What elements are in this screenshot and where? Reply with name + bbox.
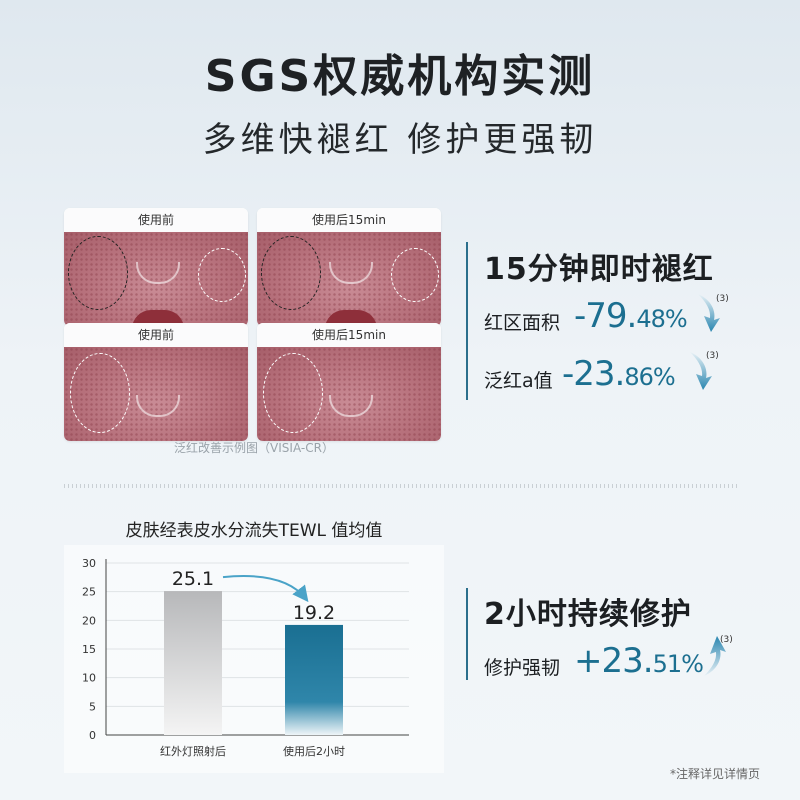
y-tick-label: 10 [82,672,96,685]
bar-infrared [164,591,222,735]
face-image [64,347,248,441]
page-title: SGS权威机构实测 [204,51,596,102]
face-image [64,232,248,326]
face-image [257,232,441,326]
decrease-arrow-icon [222,575,309,603]
y-tick-label: 30 [82,557,96,570]
footnote-mark: (3) [706,351,719,361]
x-tick-label: 红外灯照射后 [160,744,226,758]
black-dashed-circle [261,236,321,310]
stat-value: -23.86% [562,354,676,394]
data-label: 19.2 [293,602,335,624]
white-dashed-circle [391,248,439,302]
white-dashed-circle [263,353,323,433]
white-dashed-circle [198,248,246,302]
data-label: 25.1 [172,568,214,590]
y-tick-label: 25 [82,586,96,599]
photo-after-1: 使用后15min [257,208,441,326]
photo-caption: 使用后15min [257,208,441,232]
bar-after-2h [285,624,343,735]
stat-label: 泛红a值 [484,370,553,392]
section-heading-instant: 15分钟即时褪红 [484,252,714,287]
black-dashed-circle [68,236,128,310]
photo-caption-note: 泛红改善示例图（VISIA-CR） [174,441,334,455]
stat-label: 红区面积 [484,312,561,334]
white-dashed-circle [70,353,130,433]
section-bar [466,588,468,680]
footnote: *注释详见详情页 [669,767,760,781]
arrow-down-icon [690,352,712,390]
arrow-up-icon [704,636,726,676]
footnote-mark: (3) [720,635,733,645]
x-tick-label: 使用后2小时 [283,745,345,758]
stat-value: +23.51% [574,641,704,681]
y-tick-label: 5 [89,700,96,713]
photo-after-2: 使用后15min [257,323,441,441]
footnote-mark: (3) [716,294,729,304]
y-tick-label: 0 [89,729,96,742]
y-tick-label: 15 [82,643,96,656]
stat-label: 修护强韧 [484,657,561,679]
section-heading-repair: 2小时持续修护 [484,597,692,632]
section-bar [466,242,468,400]
stat-value: -79.48% [574,296,688,336]
photo-caption: 使用前 [64,208,248,232]
divider [64,484,740,488]
chart-panel: 0 5 10 15 20 25 30 25.1 19.2 红外灯照射后 使用后2小时 [64,545,444,773]
photo-before-1: 使用前 [64,208,248,326]
face-image [257,347,441,441]
page-subtitle: 多维快褪红 修护更强韧 [202,120,598,160]
chart-title: 皮肤经表皮水分流失TEWL 值均值 [125,521,383,541]
y-tick-label: 20 [82,614,96,627]
tewl-bar-chart: 0 5 10 15 20 25 30 25.1 19.2 红外灯照射后 使用后2小时 [82,557,409,758]
arrow-down-icon [698,294,720,332]
photo-caption: 使用后15min [257,323,441,347]
photo-before-2: 使用前 [64,323,248,441]
photo-caption: 使用前 [64,323,248,347]
